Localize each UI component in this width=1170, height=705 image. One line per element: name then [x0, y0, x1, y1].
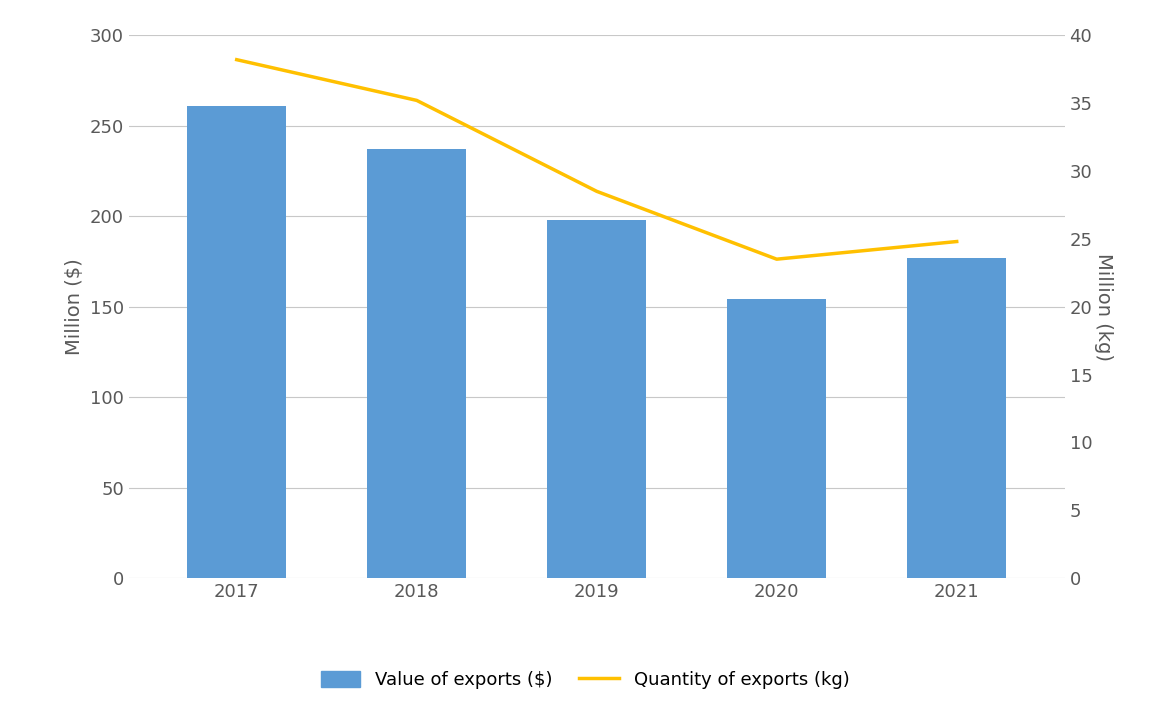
- Y-axis label: Million (kg): Million (kg): [1094, 252, 1114, 361]
- Bar: [548, 220, 646, 578]
- Y-axis label: Million ($): Million ($): [66, 258, 84, 355]
- Bar: [187, 106, 287, 578]
- Bar: [367, 149, 466, 578]
- Bar: [907, 258, 1006, 578]
- Bar: [728, 300, 826, 578]
- Legend: Value of exports ($), Quantity of exports (kg): Value of exports ($), Quantity of export…: [321, 670, 849, 689]
